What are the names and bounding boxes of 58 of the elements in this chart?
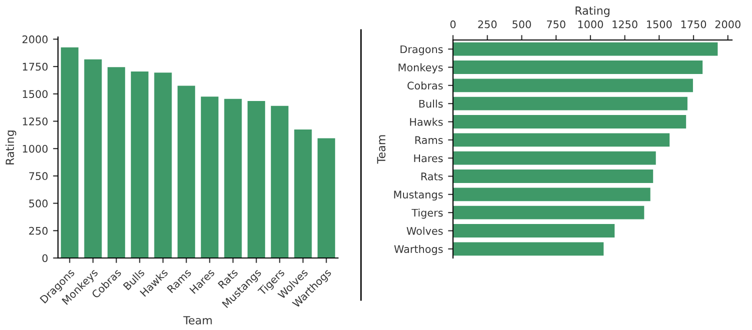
y-tick-label: 750 — [29, 172, 48, 180]
bar — [153, 71, 173, 258]
bar — [453, 204, 646, 220]
bar — [453, 41, 719, 57]
bar — [453, 132, 671, 148]
y-tick-label: Dragons — [400, 45, 443, 56]
bar — [223, 98, 243, 258]
bar — [453, 168, 654, 184]
bar — [270, 104, 290, 258]
bar — [106, 66, 126, 258]
x-tick-label: 1500 — [647, 20, 672, 28]
y-tick-label: Wolves — [406, 226, 443, 235]
y-tick-label: 1750 — [22, 62, 48, 71]
y-tick-label: Rams — [415, 136, 443, 144]
y-tick-label: Bulls — [419, 100, 443, 108]
y-tick-label: 500 — [29, 200, 48, 208]
bar — [316, 137, 336, 258]
bar — [453, 222, 616, 239]
bar — [293, 128, 313, 258]
x-tick-label: 750 — [546, 20, 566, 28]
y-tick-label: 1500 — [22, 90, 48, 98]
x-tick-label: 0 — [450, 20, 456, 28]
y-tick-label: Cobras — [408, 81, 443, 90]
bar — [453, 150, 657, 166]
x-tick-label: 1000 — [578, 20, 603, 28]
y-tick-label: Monkeys — [398, 63, 443, 74]
bar — [130, 70, 150, 258]
y-tick-label: 1000 — [22, 144, 48, 153]
bar — [83, 58, 103, 258]
y-tick-label: Hawks — [410, 118, 443, 126]
y-tick-label: Hares — [414, 154, 443, 162]
y-tick-label: 2000 — [22, 35, 48, 44]
bar — [453, 114, 688, 130]
bar — [453, 78, 694, 94]
y-tick-label: Tigers — [412, 208, 443, 219]
x-tick-label: 1750 — [681, 20, 706, 28]
bar — [453, 186, 652, 202]
bar — [60, 46, 80, 258]
x-tick-label: 2000 — [715, 20, 740, 28]
bar — [176, 84, 196, 258]
x-tick-label: 500 — [512, 20, 531, 28]
bar — [453, 96, 689, 112]
y-tick-label: Mustangs — [394, 190, 443, 201]
x-axis-title: Team — [183, 316, 212, 324]
x-axis-title: Rating — [576, 6, 610, 17]
y-tick-label: Rats — [421, 172, 443, 180]
y-axis-title: Rating — [5, 130, 16, 164]
y-tick-label: Warthogs — [394, 244, 443, 256]
y-axis-title: Team — [377, 135, 386, 164]
y-tick-label: 0 — [42, 254, 48, 262]
x-tick-label: 250 — [478, 20, 497, 28]
bar — [200, 96, 220, 258]
y-tick-label: 1250 — [22, 117, 48, 126]
x-tick-label: 1250 — [612, 20, 638, 28]
bar — [246, 100, 266, 258]
y-tick-label: 250 — [29, 226, 48, 235]
bar — [453, 241, 605, 257]
bar — [453, 59, 704, 76]
